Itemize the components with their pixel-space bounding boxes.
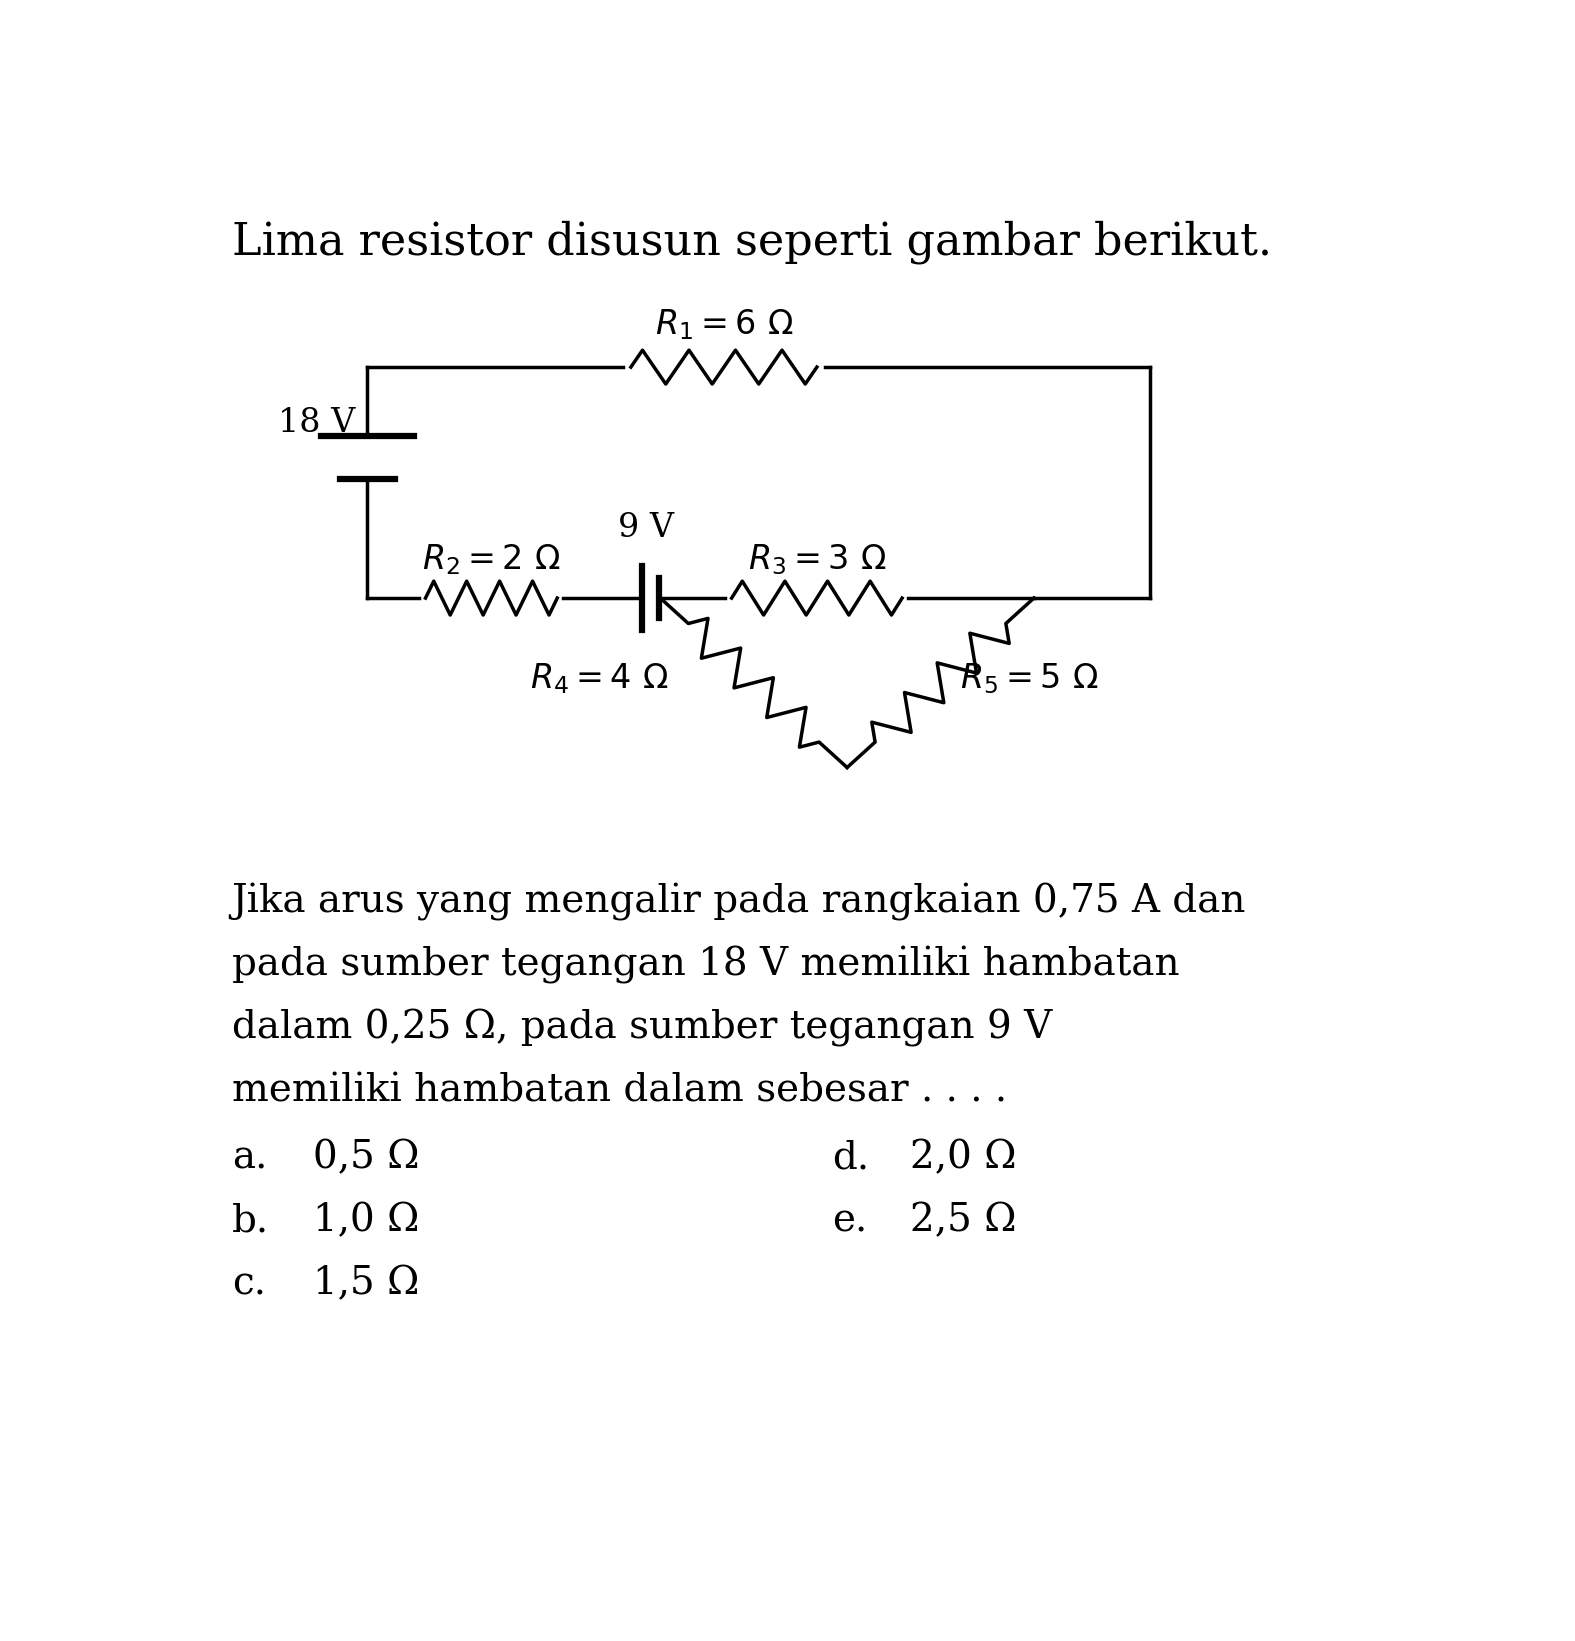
Text: $R_1 = 6\ \Omega$: $R_1 = 6\ \Omega$ bbox=[655, 309, 794, 343]
Text: $R_3 = 3\ \Omega$: $R_3 = 3\ \Omega$ bbox=[748, 542, 887, 576]
Text: 2,0 Ω: 2,0 Ω bbox=[910, 1139, 1016, 1177]
Text: a.: a. bbox=[232, 1139, 268, 1177]
Text: b.: b. bbox=[232, 1203, 269, 1239]
Text: d.: d. bbox=[832, 1139, 869, 1177]
Text: e.: e. bbox=[832, 1203, 868, 1239]
Text: 1,5 Ω: 1,5 Ω bbox=[313, 1265, 419, 1303]
Text: $R_5 = 5\ \Omega$: $R_5 = 5\ \Omega$ bbox=[959, 661, 1098, 696]
Text: Jika arus yang mengalir pada rangkaian 0,75 A dan: Jika arus yang mengalir pada rangkaian 0… bbox=[232, 883, 1246, 921]
Text: 18 V: 18 V bbox=[279, 407, 356, 438]
Text: 2,5 Ω: 2,5 Ω bbox=[910, 1203, 1016, 1239]
Text: $R_2 = 2\ \Omega$: $R_2 = 2\ \Omega$ bbox=[422, 542, 561, 576]
Text: 1,0 Ω: 1,0 Ω bbox=[313, 1203, 419, 1239]
Text: pada sumber tegangan 18 V memiliki hambatan: pada sumber tegangan 18 V memiliki hamba… bbox=[232, 947, 1180, 985]
Text: $R_4 = 4\ \Omega$: $R_4 = 4\ \Omega$ bbox=[531, 661, 668, 696]
Text: 9 V: 9 V bbox=[619, 512, 674, 545]
Text: 0,5 Ω: 0,5 Ω bbox=[313, 1139, 419, 1177]
Text: memiliki hambatan dalam sebesar . . . .: memiliki hambatan dalam sebesar . . . . bbox=[232, 1073, 1006, 1109]
Text: c.: c. bbox=[232, 1265, 266, 1303]
Text: dalam 0,25 Ω, pada sumber tegangan 9 V: dalam 0,25 Ω, pada sumber tegangan 9 V bbox=[232, 1009, 1052, 1047]
Text: Lima resistor disusun seperti gambar berikut.: Lima resistor disusun seperti gambar ber… bbox=[232, 222, 1271, 264]
